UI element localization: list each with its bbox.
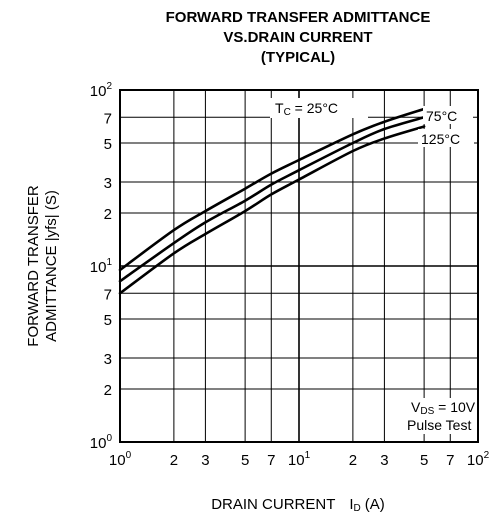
vds-box-bg [407,398,471,434]
series-line-2 [118,125,426,295]
x-tick-label: 3 [201,452,209,469]
label-125c: 125°C [421,131,460,147]
x-tick-label: 7 [267,452,275,469]
y-tick-label: 7 [104,286,112,303]
series-line-0 [118,107,426,272]
x-tick-label: 100 [109,450,132,469]
label-125-bg [418,129,474,147]
y-tick-label: 101 [90,257,113,276]
x-tick-label: 102 [467,450,490,469]
y-tick-label: 3 [104,351,112,368]
x-axis-label: DRAIN CURRENT ID (A) [211,496,385,514]
x-tick-label: 2 [170,452,178,469]
y-tick-label: 2 [104,382,112,399]
y-tick-label: 5 [104,312,112,329]
y-tick-label: 102 [90,81,113,100]
x-tick-label: 5 [420,452,428,469]
x-tick-label: 7 [446,452,454,469]
pulse-test-label: Pulse Test [407,417,471,433]
chart-title-line-3: (TYPICAL) [261,49,335,66]
x-tick-label: 3 [380,452,388,469]
chart-title-line-2: VS.DRAIN CURRENT [223,29,372,46]
y-tick-label: 5 [104,136,112,153]
y-tick-label: 7 [104,110,112,127]
x-tick-label: 5 [241,452,249,469]
x-tick-labels: 100 2 3 5 7 101 2 3 5 7 102 [109,450,490,469]
vds-label: VDS = 10V [411,399,476,417]
label-75c: 75°C [426,108,457,124]
tc-25-label: TC = 25°C [275,100,338,118]
chart-title-line-1: FORWARD TRANSFER ADMITTANCE [166,9,431,26]
plot-frame [119,89,479,443]
label-75-bg [423,106,473,124]
tc-label-bg [270,98,368,118]
x-tick-label: 2 [349,452,357,469]
y-tick-label: 2 [104,206,112,223]
curves [118,107,426,295]
y-tick-label: 3 [104,175,112,192]
y-tick-labels: 100 2 3 5 7 101 2 3 5 7 102 [90,81,113,452]
x-tick-label: 101 [288,450,311,469]
series-line-1 [118,116,426,283]
y-tick-label: 100 [90,433,113,452]
y-axis-label-line-2: ADMITTANCE |yfs| (S) [43,190,60,342]
y-axis-label-line-1: FORWARD TRANSFER [25,185,42,347]
